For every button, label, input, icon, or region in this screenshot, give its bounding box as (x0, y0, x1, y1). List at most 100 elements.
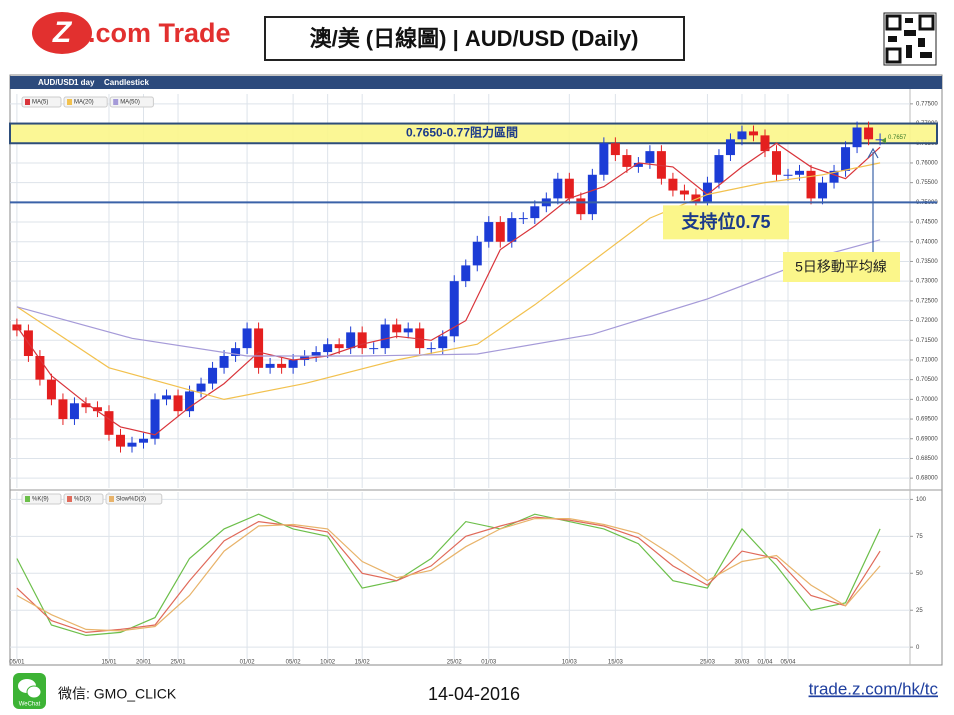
candle-body (150, 399, 160, 439)
candle-body (438, 336, 448, 349)
y-tick-label: 25 (916, 608, 923, 614)
x-tick-label: 30/03 (734, 660, 750, 666)
indicator-line (16, 142, 881, 436)
candle-body (484, 222, 494, 242)
candle-body (587, 174, 597, 215)
legend-label: %D(3) (74, 497, 91, 503)
candle-body (104, 411, 114, 435)
x-tick-label: 15/01 (101, 660, 117, 666)
y-tick-label: 0.70000 (916, 397, 938, 403)
candle-body (495, 222, 505, 242)
candle-body (69, 403, 79, 420)
candle-body (254, 328, 264, 368)
logo-mark: Z (52, 16, 73, 49)
slide-title: 澳/美 (日線圖) | AUD/USD (Daily) (310, 26, 639, 51)
candle-body (656, 151, 666, 179)
legend-swatch (67, 99, 72, 105)
wechat-id: 微信: GMO_CLICK (58, 686, 177, 702)
candle-body (702, 182, 712, 203)
candle-body (265, 363, 275, 368)
candle-body (553, 178, 563, 199)
ma-note-arrowhead (867, 147, 879, 159)
y-tick-label: 0.74500 (916, 220, 938, 226)
y-tick-label: 0.68500 (916, 456, 938, 462)
legend-swatch (113, 99, 119, 105)
y-tick-label: 0.71000 (916, 358, 938, 364)
y-tick-label: 50 (916, 571, 923, 577)
candle-body (668, 178, 678, 191)
y-tick-label: 0.70500 (916, 377, 938, 383)
candle-body (334, 344, 344, 349)
candle-body (392, 324, 402, 333)
last-price-label: 0.7657 (888, 135, 907, 141)
y-tick-label: 0.73000 (916, 279, 938, 285)
legend-chip[interactable] (63, 493, 104, 505)
candle-body (771, 151, 781, 175)
candle-body (829, 170, 839, 183)
x-tick-label: 05/04 (780, 660, 796, 666)
legend-swatch (25, 99, 30, 105)
indicator-line (16, 513, 881, 637)
candle-body (622, 155, 632, 167)
x-tick-label: 10/03 (562, 660, 578, 666)
y-tick-label: 100 (916, 497, 927, 503)
candle-body (691, 194, 701, 203)
candle-body (461, 265, 471, 282)
y-tick-label: 0.77500 (916, 101, 938, 107)
candle-body (162, 395, 172, 400)
legend-chip[interactable] (21, 493, 62, 505)
candle-body (369, 348, 379, 350)
candle-body (208, 367, 218, 384)
site-link[interactable]: trade.z.com/hk/tc (809, 679, 939, 698)
candle-body (242, 328, 252, 349)
candle-body (323, 344, 333, 353)
candle-body (185, 391, 195, 412)
candle-body (645, 151, 655, 163)
qr-code (883, 12, 937, 66)
y-tick-label: 0.73500 (916, 259, 938, 265)
last-price-pointer (881, 137, 886, 144)
legend-chip[interactable] (109, 96, 154, 108)
candle-body (288, 359, 298, 368)
title-box (264, 16, 685, 61)
candle-body (173, 395, 183, 412)
candle-body (380, 324, 390, 349)
y-tick-label: 0.72000 (916, 318, 938, 324)
x-tick-label: 01/04 (757, 660, 773, 666)
candle-body (783, 174, 793, 176)
candle-body (564, 178, 574, 199)
legend-label: Slow%D(3) (116, 497, 146, 503)
legend-chip[interactable] (21, 96, 62, 108)
candle-body (277, 363, 287, 368)
legend-label: %K(9) (32, 497, 49, 503)
indicator-line (16, 162, 881, 401)
candle-body (633, 162, 643, 167)
y-tick-label: 0.76000 (916, 161, 938, 167)
legend-chip[interactable] (63, 96, 108, 108)
price-panel: 0.68000 0.68500 0.69000 0.69500 0.70000 0.705… (9, 94, 938, 488)
legend-chip[interactable] (105, 493, 163, 505)
x-tick-label: 20/01 (136, 660, 152, 666)
resistance-label: 0.7650-0.77阻力區間 (406, 125, 518, 140)
logo-text: .com Trade (88, 18, 231, 48)
y-tick-label: 0.71500 (916, 338, 938, 344)
resistance-zone (9, 122, 938, 145)
candle-body (58, 399, 68, 420)
candle-body (35, 356, 45, 380)
candle-body (403, 328, 413, 333)
wechat-icon-label: WeChat (19, 702, 41, 708)
toolbar-symbol[interactable]: AUD/USD (38, 78, 75, 87)
candle-body (127, 442, 137, 447)
x-tick-label: 25/03 (700, 660, 716, 666)
candle-body (576, 198, 586, 215)
y-tick-label: 0.68000 (916, 476, 938, 482)
candle-body (426, 348, 436, 350)
y-tick-label: 0.72500 (916, 298, 938, 304)
toolbar-period[interactable]: 1 day (74, 78, 95, 87)
candle-body (852, 127, 862, 148)
candle-body (415, 328, 425, 349)
chart-frame (9, 74, 943, 666)
toolbar-style[interactable]: Candlestick (104, 78, 149, 87)
candle-body (599, 143, 609, 175)
ma-note-box (783, 252, 900, 282)
